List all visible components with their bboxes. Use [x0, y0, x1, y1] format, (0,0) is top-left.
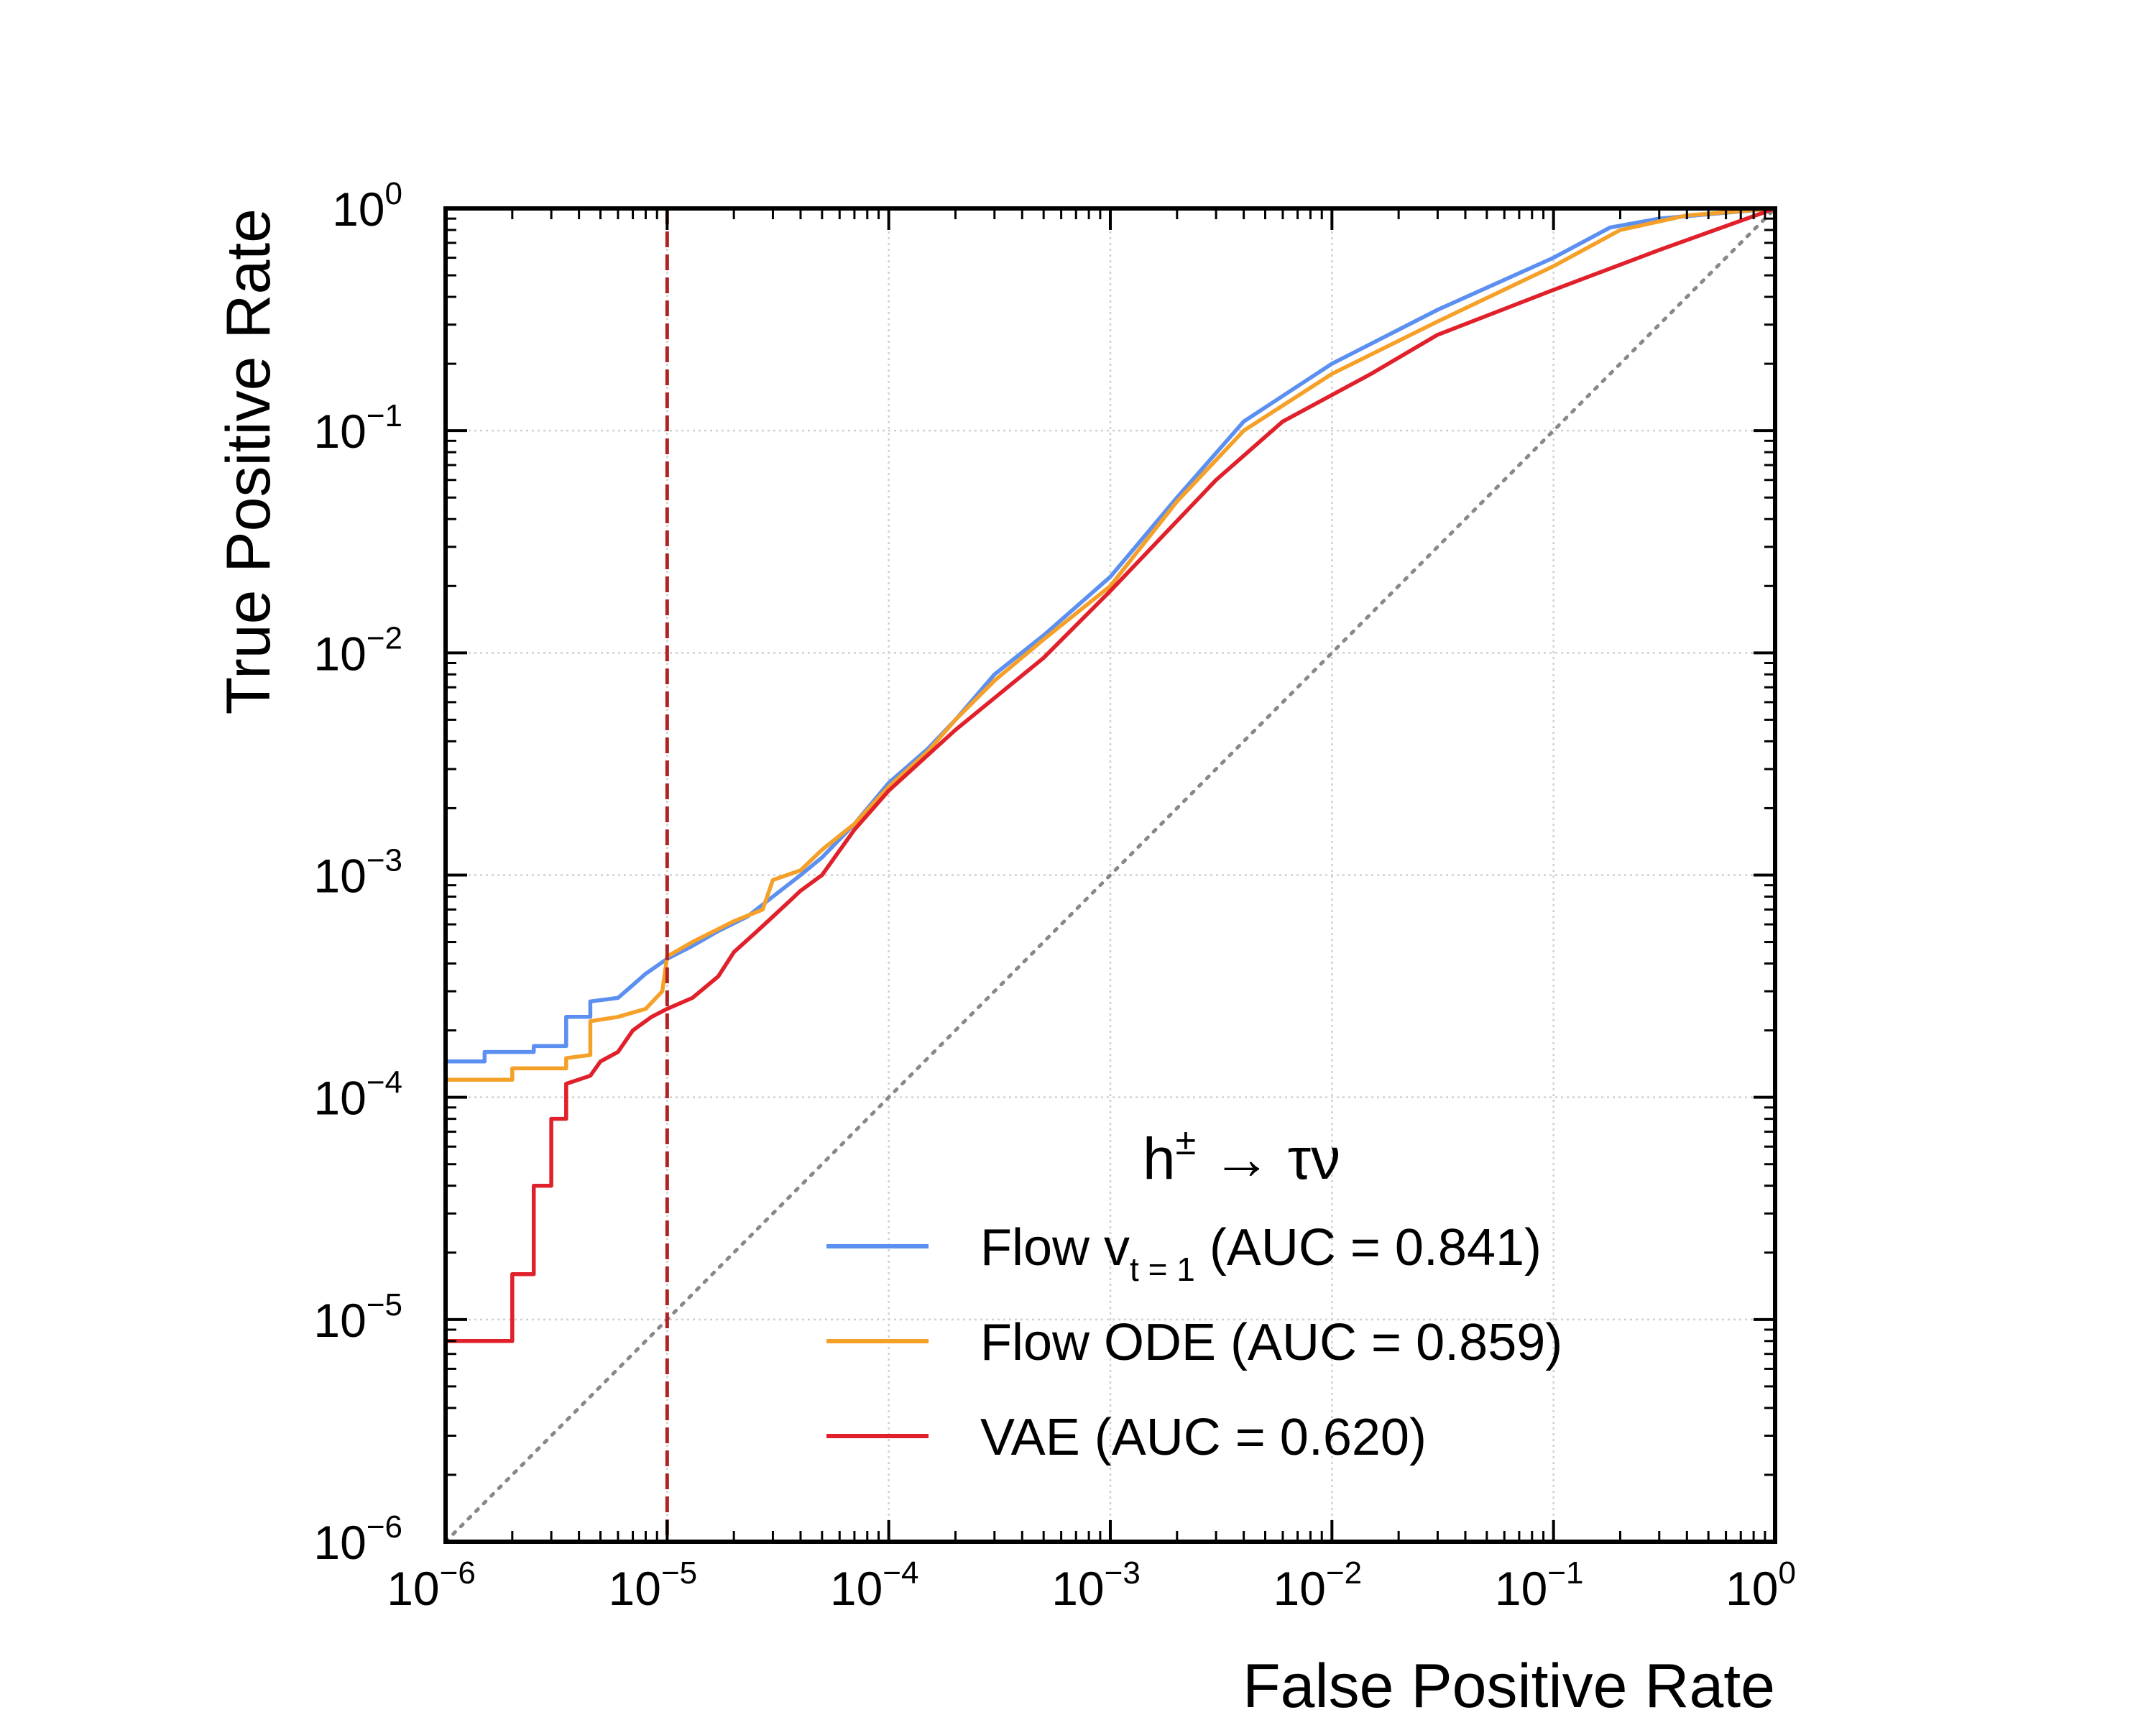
tick-labels: 10−6 10−5 10−4 10−3 10−2 10−1 100 10−6 10−5 10−4 1… — [313, 176, 1796, 1615]
y-tick-label: 10−5 — [313, 1287, 402, 1347]
roc-curve-1 — [446, 206, 1776, 1082]
x-tick-label: 10−2 — [1273, 1555, 1363, 1615]
roc-curve-2 — [446, 206, 1776, 1343]
legend: h± → τν Flow vt = 1 (AUC = 0.841) Flow ODE… — [826, 1121, 1562, 1466]
roc-curve-0 — [446, 206, 1776, 1064]
x-tick-label: 10−3 — [1051, 1555, 1141, 1615]
x-tick-label: 100 — [1726, 1555, 1796, 1615]
x-tick-label: 10−5 — [609, 1555, 698, 1615]
legend-label-2: VAE (AUC = 0.620) — [980, 1409, 1427, 1466]
x-axis-title: False Positive Rate — [1243, 1652, 1775, 1721]
legend-label-1: Flow ODE (AUC = 0.859) — [980, 1314, 1562, 1371]
x-tick-label: 10−6 — [387, 1555, 476, 1615]
legend-title: h± → τν — [1143, 1121, 1340, 1192]
y-tick-label: 10−2 — [313, 620, 402, 680]
y-axis-title: True Positive Rate — [214, 208, 283, 714]
y-tick-label: 10−6 — [313, 1509, 402, 1569]
legend-label-0: Flow vt = 1 (AUC = 0.841) — [980, 1219, 1542, 1288]
series-group — [446, 206, 1776, 1343]
y-tick-label: 100 — [332, 176, 402, 236]
x-tick-label: 10−4 — [830, 1555, 919, 1615]
x-tick-label: 10−1 — [1495, 1555, 1584, 1615]
y-tick-label: 10−3 — [313, 843, 402, 903]
y-tick-label: 10−4 — [313, 1065, 402, 1125]
plot-frame — [443, 206, 1777, 1544]
y-tick-label: 10−1 — [313, 398, 402, 458]
